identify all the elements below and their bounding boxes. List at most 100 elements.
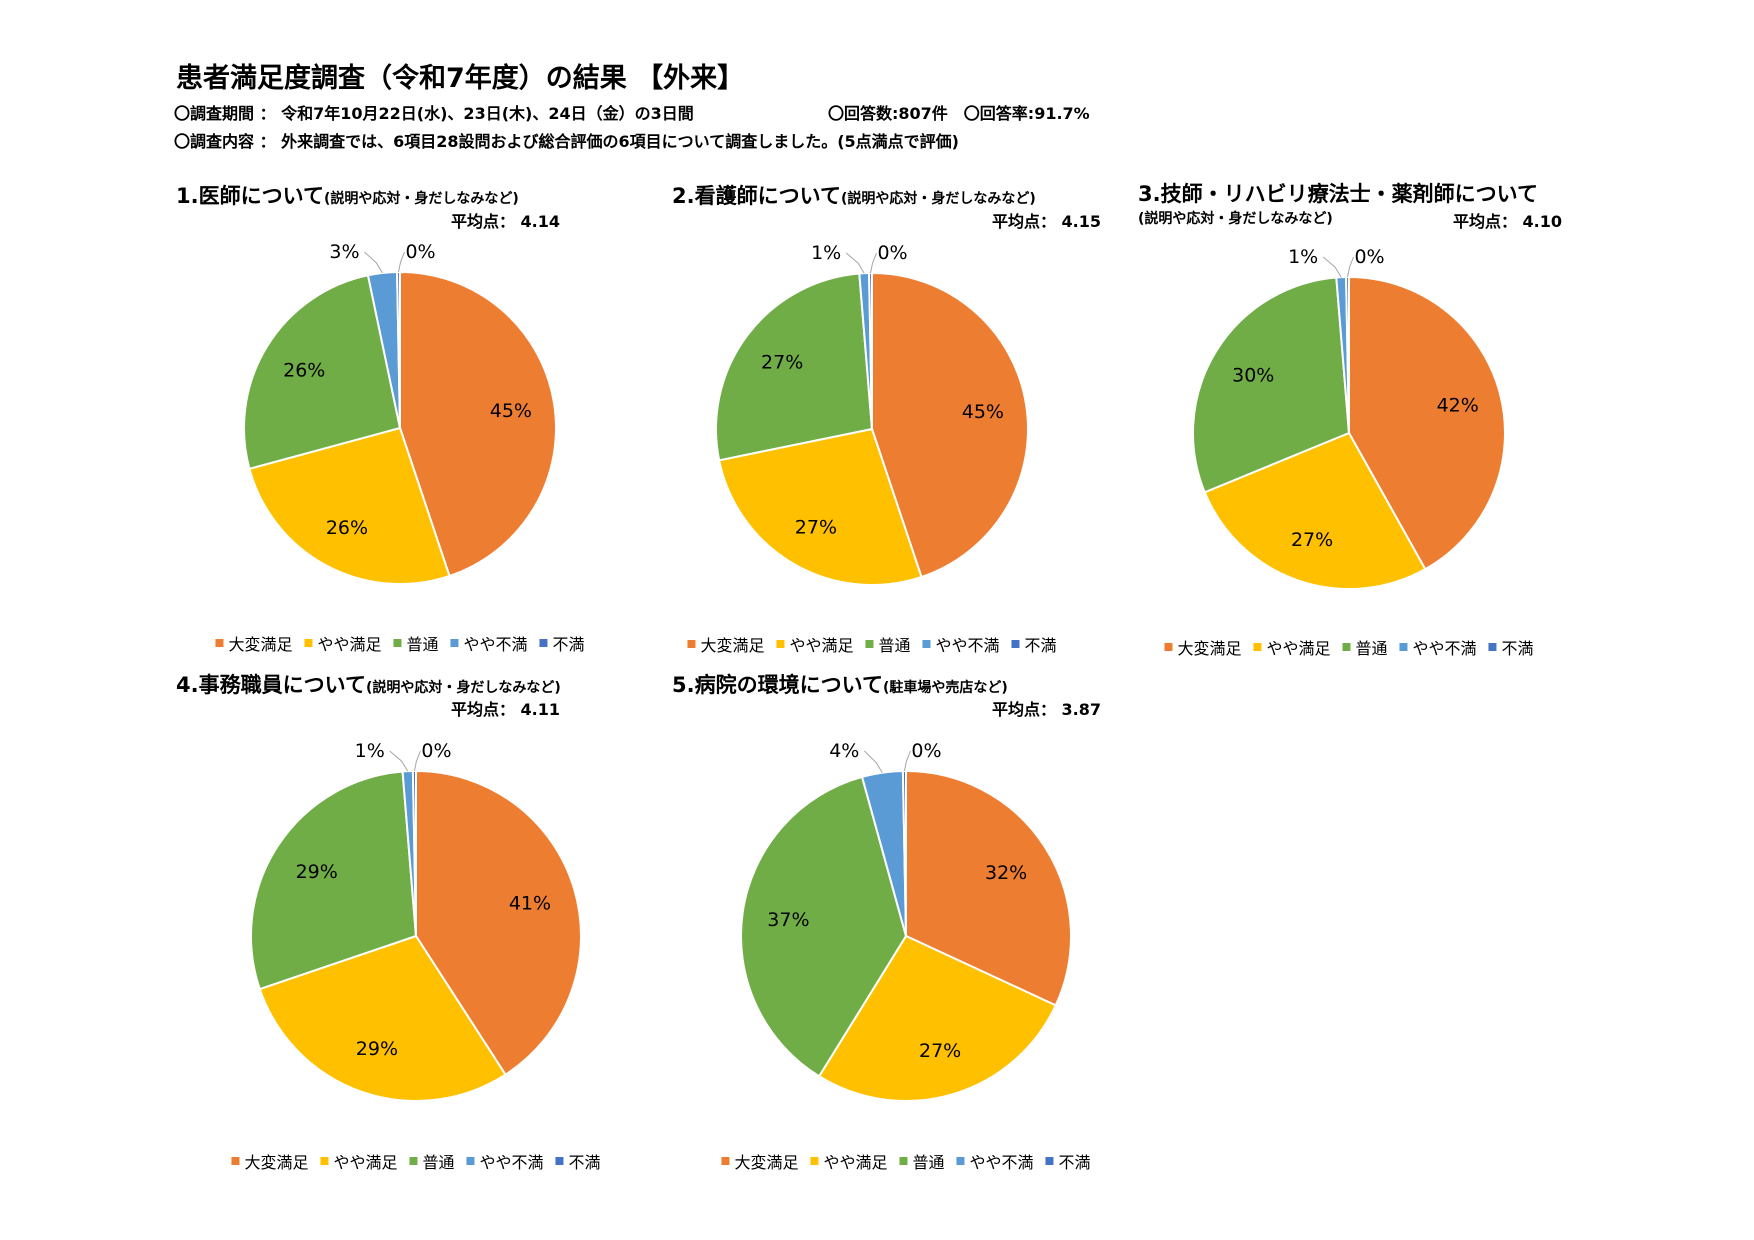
legend-swatch xyxy=(1164,643,1173,651)
chart-1-subtitle: (説明や応対・身だしなみなど) xyxy=(323,191,519,207)
data-label: 0% xyxy=(1354,246,1384,268)
legend-label: 普通 xyxy=(422,1153,455,1172)
survey-content: 〇調査内容 ： 外来調査では、6項目28設問および総合評価の6項目について調査し… xyxy=(174,132,959,151)
pie-slice-2-5 xyxy=(868,271,873,430)
legend-swatch xyxy=(1011,640,1020,648)
pie-slice-3-3 xyxy=(1191,276,1351,494)
data-label: 1% xyxy=(355,740,385,762)
data-label: 1% xyxy=(1288,246,1318,268)
legend-swatch xyxy=(865,640,874,648)
legend-item: 不満 xyxy=(1488,635,1534,659)
legend-item: やや不満 xyxy=(450,631,528,655)
leader-line xyxy=(863,750,883,773)
legend-item: 普通 xyxy=(393,631,439,655)
data-label: 27% xyxy=(919,1040,961,1062)
chart-4-average: 平均点： 4.11 xyxy=(450,700,560,719)
legend-label: やや不満 xyxy=(463,635,528,654)
legend-label: 普通 xyxy=(912,1153,945,1172)
legend-swatch xyxy=(721,1157,730,1165)
data-label: 27% xyxy=(1291,529,1333,551)
legend-swatch xyxy=(304,639,313,647)
pie-slice-1-2 xyxy=(248,426,451,585)
data-label: 45% xyxy=(490,400,532,422)
data-label: 26% xyxy=(283,359,325,381)
legend-swatch xyxy=(899,1157,908,1165)
chart-5-heading: 5.病院の環境について(駐車場や売店など) xyxy=(672,669,1008,699)
legend-label: 大変満足 xyxy=(700,636,765,655)
data-label: 26% xyxy=(326,517,368,539)
legend-swatch xyxy=(409,1157,418,1165)
legend-item: やや満足 xyxy=(776,632,853,656)
legend-swatch xyxy=(450,639,459,647)
leader-line xyxy=(903,750,911,772)
chart-1-heading: 1.医師について(説明や応対・身だしなみなど) xyxy=(176,180,519,210)
legend-swatch xyxy=(466,1157,475,1165)
legend-label: やや満足 xyxy=(333,1153,398,1172)
legend-item: 大変満足 xyxy=(1164,635,1241,659)
legend-item: やや不満 xyxy=(922,632,1000,656)
leader-line xyxy=(845,252,865,274)
legend-swatch xyxy=(393,639,402,647)
legend-swatch xyxy=(1488,643,1497,651)
leader-line xyxy=(870,252,877,274)
legend-item: やや満足 xyxy=(810,1149,887,1173)
pie-slice-5-3 xyxy=(740,775,908,1078)
legend-label: 普通 xyxy=(406,635,439,654)
legend-item: 大変満足 xyxy=(687,632,764,656)
data-label: 45% xyxy=(962,401,1004,423)
legend-item: やや満足 xyxy=(320,1149,397,1173)
legend-label: やや不満 xyxy=(969,1153,1034,1172)
data-label: 32% xyxy=(985,862,1027,884)
chart-3-subtitle: (説明や応対・身だしなみなど) xyxy=(1138,211,1333,227)
legend-label: 不満 xyxy=(1024,636,1057,655)
data-label: 27% xyxy=(761,352,803,374)
legend-label: やや不満 xyxy=(935,636,1000,655)
chart-2-subtitle: (説明や応対・身だしなみなど) xyxy=(840,191,1036,207)
data-label: 29% xyxy=(296,861,338,883)
legend-swatch xyxy=(810,1157,819,1165)
legend-label: やや満足 xyxy=(317,635,382,654)
legend-swatch xyxy=(1045,1157,1054,1165)
pie-slice-2-3 xyxy=(715,272,874,462)
legend-item: 不満 xyxy=(1045,1149,1091,1173)
legend-swatch xyxy=(687,640,696,648)
legend-swatch xyxy=(539,639,548,647)
chart-5-subtitle: (駐車場や売店など) xyxy=(882,680,1008,696)
chart-2-heading: 2.看護師について(説明や応対・身だしなみなど) xyxy=(672,180,1036,210)
data-label: 4% xyxy=(829,740,859,762)
pie-slice-1-1 xyxy=(399,270,557,578)
chart-2-legend: 大変満足 やや満足 普通 やや不満 不満 xyxy=(687,632,1057,656)
legend-item: 不満 xyxy=(1011,632,1057,656)
legend-label: 不満 xyxy=(1058,1153,1091,1172)
legend-swatch xyxy=(776,640,785,648)
legend-label: 大変満足 xyxy=(228,635,293,654)
legend-item: 普通 xyxy=(865,632,911,656)
pie-slice-1-5 xyxy=(396,270,401,429)
legend-label: 普通 xyxy=(1355,639,1388,658)
legend-swatch xyxy=(215,639,224,647)
legend-item: 不満 xyxy=(539,631,585,655)
chart-3-legend: 大変満足 やや満足 普通 やや不満 不満 xyxy=(1164,635,1534,659)
legend-label: 不満 xyxy=(1501,639,1534,658)
pie-slice-1-3 xyxy=(243,274,402,471)
chart-5-title: 5.病院の環境について xyxy=(672,673,883,697)
legend-label: 大変満足 xyxy=(244,1153,309,1172)
leader-line xyxy=(364,251,383,274)
chart-4-legend: 大変満足 やや満足 普通 やや不満 不満 xyxy=(231,1149,601,1173)
legend-label: やや不満 xyxy=(1412,639,1477,658)
survey-period: 〇調査期間 ： 令和7年10月22日(水)、23日(木)、24日（金）の3日間 xyxy=(174,104,694,123)
legend-item: 普通 xyxy=(409,1149,455,1173)
legend-label: やや不満 xyxy=(479,1153,544,1172)
chart-2-title: 2.看護師について xyxy=(672,184,841,208)
legend-item: やや不満 xyxy=(956,1149,1034,1173)
chart-3-average: 平均点： 4.10 xyxy=(1452,212,1562,231)
legend-swatch xyxy=(1342,643,1351,651)
legend-item: やや満足 xyxy=(304,631,381,655)
pie-slice-5-2 xyxy=(817,934,1058,1102)
legend-swatch xyxy=(956,1157,965,1165)
leader-line xyxy=(1322,256,1342,278)
data-label: 0% xyxy=(405,241,435,263)
pie-slice-3-1 xyxy=(1348,275,1506,571)
legend-swatch xyxy=(1399,643,1408,651)
chart-4-title: 4.事務職員について xyxy=(176,673,366,697)
